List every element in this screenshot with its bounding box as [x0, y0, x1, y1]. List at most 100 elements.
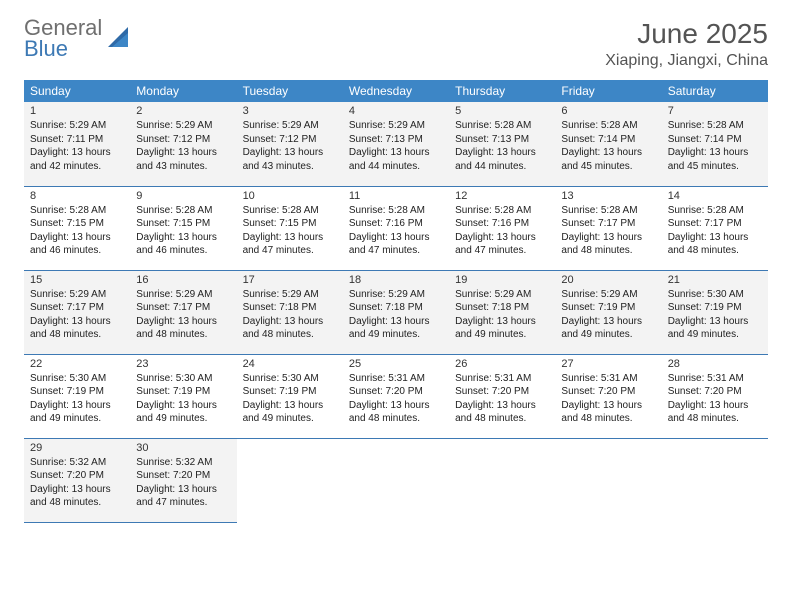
- daylight-line: Daylight: 13 hours and 45 minutes.: [668, 146, 762, 173]
- calendar-day-cell: 26 Sunrise: 5:31 AMSunset: 7:20 PMDayligh…: [449, 354, 555, 438]
- sunrise-line: Sunrise: 5:29 AM: [243, 119, 337, 133]
- day-number: 21: [668, 274, 762, 286]
- daylight-line: Daylight: 13 hours and 49 minutes.: [136, 399, 230, 426]
- day-number: 12: [455, 190, 549, 202]
- calendar-day-cell: 10Sunrise: 5:28 AMSunset: 7:15 PMDayligh…: [237, 186, 343, 270]
- sunrise-line: Sunrise: 5:32 AM: [136, 456, 230, 470]
- sunrise-line: Sunrise: 5:28 AM: [561, 119, 655, 133]
- day-number: 25: [349, 358, 443, 370]
- daylight-line: Daylight: 13 hours and 48 minutes.: [455, 399, 549, 426]
- sunset-line: Sunset: 7:20 PM: [455, 385, 549, 399]
- calendar-day-cell: 15 Sunrise: 5:29 AMSunset: 7:17 PMDayligh…: [24, 270, 130, 354]
- calendar-table: SundayMondayTuesdayWednesdayThursdayFrid…: [24, 80, 768, 523]
- sunrise-line: Sunrise: 5:28 AM: [455, 119, 549, 133]
- sunrise-line: Sunrise: 5:28 AM: [455, 204, 549, 218]
- sunrise-line: Sunrise: 5:31 AM: [349, 372, 443, 386]
- sunrise-line: Sunrise: 5:29 AM: [136, 119, 230, 133]
- calendar-day-cell: 14Sunrise: 5:28 AMSunset: 7:17 PMDayligh…: [662, 186, 768, 270]
- sunset-line: Sunset: 7:19 PM: [243, 385, 337, 399]
- calendar-day-cell: 17Sunrise: 5:29 AMSunset: 7:18 PMDayligh…: [237, 270, 343, 354]
- calendar-day-cell: 30Sunrise: 5:32 AMSunset: 7:20 PMDayligh…: [130, 438, 236, 522]
- sunset-line: Sunset: 7:14 PM: [668, 133, 762, 147]
- calendar-day-cell: [555, 438, 661, 522]
- sunset-line: Sunset: 7:17 PM: [136, 301, 230, 315]
- calendar-day-cell: [662, 438, 768, 522]
- calendar-day-cell: 9Sunrise: 5:28 AMSunset: 7:15 PMDaylight…: [130, 186, 236, 270]
- sunrise-line: Sunrise: 5:29 AM: [30, 288, 124, 302]
- daylight-line: Daylight: 13 hours and 49 minutes.: [668, 315, 762, 342]
- sunset-line: Sunset: 7:16 PM: [455, 217, 549, 231]
- page-header: General Blue June 2025 Xiaping, Jiangxi,…: [24, 18, 768, 70]
- day-number: 20: [561, 274, 655, 286]
- daylight-line: Daylight: 13 hours and 48 minutes.: [30, 315, 124, 342]
- daylight-line: Daylight: 13 hours and 48 minutes.: [668, 231, 762, 258]
- sunrise-line: Sunrise: 5:28 AM: [668, 119, 762, 133]
- sunset-line: Sunset: 7:15 PM: [136, 217, 230, 231]
- logo: General Blue: [24, 18, 134, 60]
- location-label: Xiaping, Jiangxi, China: [605, 52, 768, 70]
- weekday-header: Sunday: [24, 80, 130, 102]
- sunset-line: Sunset: 7:20 PM: [349, 385, 443, 399]
- daylight-line: Daylight: 13 hours and 46 minutes.: [136, 231, 230, 258]
- calendar-week-row: 22Sunrise: 5:30 AMSunset: 7:19 PMDayligh…: [24, 354, 768, 438]
- sunrise-line: Sunrise: 5:30 AM: [30, 372, 124, 386]
- weekday-header: Wednesday: [343, 80, 449, 102]
- day-number: 2: [136, 105, 230, 117]
- sunrise-line: Sunrise: 5:30 AM: [243, 372, 337, 386]
- sunrise-line: Sunrise: 5:31 AM: [561, 372, 655, 386]
- day-number: 15: [30, 274, 124, 286]
- month-title: June 2025: [605, 18, 768, 50]
- daylight-line: Daylight: 13 hours and 47 minutes.: [455, 231, 549, 258]
- weekday-header: Monday: [130, 80, 236, 102]
- daylight-line: Daylight: 13 hours and 47 minutes.: [136, 483, 230, 510]
- day-number: 13: [561, 190, 655, 202]
- sunrise-line: Sunrise: 5:28 AM: [668, 204, 762, 218]
- calendar-day-cell: 22Sunrise: 5:30 AMSunset: 7:19 PMDayligh…: [24, 354, 130, 438]
- daylight-line: Daylight: 13 hours and 45 minutes.: [561, 146, 655, 173]
- calendar-week-row: 1Sunrise: 5:29 AMSunset: 7:11 PMDaylight…: [24, 102, 768, 186]
- calendar-day-cell: 19Sunrise: 5:29 AMSunset: 7:18 PMDayligh…: [449, 270, 555, 354]
- calendar-day-cell: 23Sunrise: 5:30 AMSunset: 7:19 PMDayligh…: [130, 354, 236, 438]
- daylight-line: Daylight: 13 hours and 44 minutes.: [455, 146, 549, 173]
- title-block: June 2025 Xiaping, Jiangxi, China: [605, 18, 768, 70]
- sunset-line: Sunset: 7:17 PM: [561, 217, 655, 231]
- day-number: 1: [30, 105, 124, 117]
- weekday-header: Thursday: [449, 80, 555, 102]
- logo-word-blue: Blue: [24, 36, 68, 61]
- calendar-day-cell: 25Sunrise: 5:31 AMSunset: 7:20 PMDayligh…: [343, 354, 449, 438]
- daylight-line: Daylight: 13 hours and 49 minutes.: [349, 315, 443, 342]
- sunset-line: Sunset: 7:15 PM: [243, 217, 337, 231]
- sunrise-line: Sunrise: 5:28 AM: [349, 204, 443, 218]
- sunset-line: Sunset: 7:13 PM: [455, 133, 549, 147]
- daylight-line: Daylight: 13 hours and 49 minutes.: [561, 315, 655, 342]
- daylight-line: Daylight: 13 hours and 49 minutes.: [30, 399, 124, 426]
- sunset-line: Sunset: 7:18 PM: [349, 301, 443, 315]
- calendar-day-cell: 4Sunrise: 5:29 AMSunset: 7:13 PMDaylight…: [343, 102, 449, 186]
- sunrise-line: Sunrise: 5:31 AM: [455, 372, 549, 386]
- day-number: 26: [455, 358, 549, 370]
- sunset-line: Sunset: 7:20 PM: [668, 385, 762, 399]
- calendar-week-row: 29Sunrise: 5:32 AMSunset: 7:20 PMDayligh…: [24, 438, 768, 522]
- daylight-line: Daylight: 13 hours and 47 minutes.: [243, 231, 337, 258]
- weekday-header: Tuesday: [237, 80, 343, 102]
- day-number: 10: [243, 190, 337, 202]
- day-number: 17: [243, 274, 337, 286]
- sunrise-line: Sunrise: 5:30 AM: [136, 372, 230, 386]
- sunrise-line: Sunrise: 5:28 AM: [136, 204, 230, 218]
- calendar-day-cell: 6Sunrise: 5:28 AMSunset: 7:14 PMDaylight…: [555, 102, 661, 186]
- sunset-line: Sunset: 7:20 PM: [561, 385, 655, 399]
- sunrise-line: Sunrise: 5:29 AM: [455, 288, 549, 302]
- day-number: 4: [349, 105, 443, 117]
- sunset-line: Sunset: 7:17 PM: [668, 217, 762, 231]
- sunrise-line: Sunrise: 5:28 AM: [561, 204, 655, 218]
- sunset-line: Sunset: 7:20 PM: [136, 469, 230, 483]
- sunrise-line: Sunrise: 5:32 AM: [30, 456, 124, 470]
- sunrise-line: Sunrise: 5:29 AM: [136, 288, 230, 302]
- day-number: 23: [136, 358, 230, 370]
- sunset-line: Sunset: 7:15 PM: [30, 217, 124, 231]
- sunset-line: Sunset: 7:17 PM: [30, 301, 124, 315]
- weekday-header-row: SundayMondayTuesdayWednesdayThursdayFrid…: [24, 80, 768, 102]
- calendar-day-cell: 1Sunrise: 5:29 AMSunset: 7:11 PMDaylight…: [24, 102, 130, 186]
- sunset-line: Sunset: 7:19 PM: [30, 385, 124, 399]
- sunset-line: Sunset: 7:12 PM: [243, 133, 337, 147]
